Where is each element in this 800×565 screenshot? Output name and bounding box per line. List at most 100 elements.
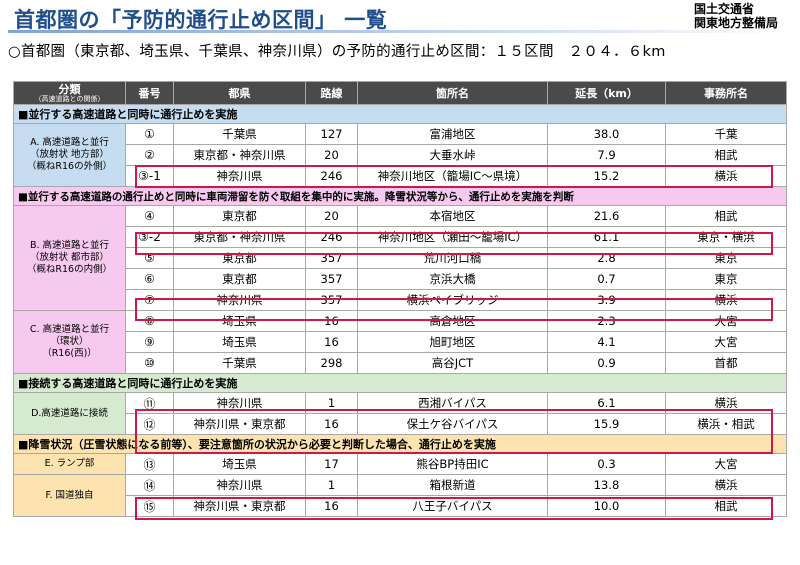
category-label: B. 高速道路と並行 （放射状 都市部） （概ねR16の内側） — [26, 240, 113, 275]
row-location: 大垂水峠 — [357, 144, 548, 166]
category-label: E. ランプ部 — [44, 458, 95, 469]
row-number: ④ — [125, 205, 174, 227]
table-row: F. 国道独自 ⑭ 神奈川県 1 箱根新道 13.8 横浜 — [13, 474, 787, 517]
row-location: 本宿地区 — [357, 205, 548, 227]
row-route: 16 — [305, 310, 358, 332]
row-location: 荒川河口橋 — [357, 247, 548, 269]
col-header-office: 事務所名 — [665, 81, 787, 105]
category-f: F. 国道独自 — [13, 474, 126, 517]
section-label: ■並行する高速道路の通行止めと同時に車両滞留を防ぐ取組を集中的に実施。降雪状況等… — [13, 186, 787, 206]
row-length: 61.1 — [547, 226, 666, 248]
row-location: 富浦地区 — [357, 123, 548, 145]
table-row: ⑥ 東京都 357 京浜大橋 0.7 東京 — [14, 268, 787, 290]
row-length: 3.9 — [547, 289, 666, 311]
row-number: ⑥ — [125, 268, 174, 290]
table-row: ⑤ 東京都 357 荒川河口橋 2.8 東京 — [14, 247, 787, 269]
table-row: E. ランプ部 ⑬ 埼玉県 17 熊谷BP持田IC 0.3 大宮 — [13, 453, 787, 475]
row-office: 千葉 — [665, 123, 787, 145]
row-location: 旭町地区 — [357, 331, 548, 353]
row-length: 0.7 — [547, 268, 666, 290]
row-office: 大宮 — [665, 453, 787, 475]
category-label: C. 高速道路と並行 （環状） （R16(西)） — [29, 324, 110, 359]
row-location: 熊谷BP持田IC — [357, 453, 548, 475]
row-route: 246 — [305, 226, 358, 248]
row-prefecture: 埼玉県 — [173, 310, 306, 332]
row-office: 首都 — [665, 352, 787, 374]
row-length: 6.1 — [547, 392, 666, 414]
row-route: 16 — [305, 413, 358, 435]
row-length: 0.3 — [547, 453, 666, 475]
row-number: ⑬ — [125, 453, 174, 475]
col-header-number: 番号 — [125, 81, 174, 105]
row-location: 京浜大橋 — [357, 268, 548, 290]
row-length: 2.8 — [547, 247, 666, 269]
category-e: E. ランプ部 — [13, 453, 126, 475]
table-row: A. 高速道路と並行 （放射状 地方部） （概ねR16の外側） ① 千葉県 12… — [13, 123, 787, 187]
section-row: ■接続する高速道路と同時に通行止めを実施 — [13, 373, 787, 393]
row-office: 相武 — [665, 205, 787, 227]
row-office: 相武 — [665, 144, 787, 166]
row-office: 東京 — [665, 268, 787, 290]
closure-sections-table: 分類 （高速道路との関係） 番号 都県 路線 箇所名 延長（km） 事務所名 ■… — [13, 81, 787, 517]
row-prefecture: 東京都 — [173, 205, 306, 227]
category-label: A. 高速道路と並行 （放射状 地方部） （概ねR16の外側） — [26, 137, 113, 172]
section-label: ■降雪状況（圧雪状態になる前等）、要注意箇所の状況から必要と判断した場合、通行止… — [13, 434, 787, 454]
page-subtitle: ○首都圏（東京都、埼玉県、千葉県、神奈川県）の予防的通行止め区間：１５区間 ２０… — [8, 44, 666, 60]
row-route: 246 — [305, 165, 358, 187]
col-header-category: 分類 （高速道路との関係） — [13, 81, 126, 105]
row-length: 2.3 — [547, 310, 666, 332]
row-length: 13.8 — [547, 474, 666, 496]
col-header-length: 延長（km） — [547, 81, 666, 105]
row-location: 高倉地区 — [357, 310, 548, 332]
row-location: 神奈川地区（瀬田～籠場IC） — [357, 226, 548, 248]
category-c: C. 高速道路と並行 （環状） （R16(西)） — [13, 310, 126, 374]
table-row: ⑮ 神奈川県・東京都 16 八王子バイパス 10.0 相武 — [14, 495, 787, 517]
row-location: 高谷JCT — [357, 352, 548, 374]
row-office: 横浜 — [665, 165, 787, 187]
row-office: 大宮 — [665, 331, 787, 353]
row-location: 箱根新道 — [357, 474, 548, 496]
row-office: 相武 — [665, 495, 787, 517]
row-office: 大宮 — [665, 310, 787, 332]
row-number: ⑦ — [125, 289, 174, 311]
table-row: B. 高速道路と並行 （放射状 都市部） （概ねR16の内側） ④ 東京都 20… — [13, 205, 787, 311]
row-office: 横浜 — [665, 392, 787, 414]
row-prefecture: 埼玉県 — [173, 331, 306, 353]
col-header-prefecture: 都県 — [173, 81, 306, 105]
row-route: 1 — [305, 474, 358, 496]
category-a: A. 高速道路と並行 （放射状 地方部） （概ねR16の外側） — [13, 123, 126, 187]
row-prefecture: 神奈川県 — [173, 474, 306, 496]
row-prefecture: 神奈川県 — [173, 165, 306, 187]
row-route: 17 — [305, 453, 358, 475]
row-number: ⑨ — [125, 331, 174, 353]
row-location: 保土ケ谷バイパス — [357, 413, 548, 435]
table-row: ② 東京都・神奈川県 20 大垂水峠 7.9 相武 — [14, 144, 787, 166]
section-row: ■並行する高速道路の通行止めと同時に車両滞留を防ぐ取組を集中的に実施。降雪状況等… — [13, 186, 787, 206]
table-row: ⑩ 千葉県 298 高谷JCT 0.9 首都 — [14, 352, 787, 374]
row-location: 西湘バイパス — [357, 392, 548, 414]
row-length: 21.6 — [547, 205, 666, 227]
row-number: ⑮ — [125, 495, 174, 517]
row-route: 16 — [305, 331, 358, 353]
row-prefecture: 神奈川県 — [173, 392, 306, 414]
category-label: F. 国道独自 — [45, 489, 94, 501]
row-route: 1 — [305, 392, 358, 414]
row-route: 357 — [305, 247, 358, 269]
row-route: 127 — [305, 123, 358, 145]
org-bureau: 関東地方整備局 — [693, 16, 778, 30]
section-row: ■並行する高速道路と同時に通行止めを実施 — [13, 104, 787, 124]
table-row: D.高速道路に接続 ⑪ 神奈川県 1 西湘バイパス 6.1 横浜 — [13, 392, 787, 435]
row-length: 7.9 — [547, 144, 666, 166]
row-length: 4.1 — [547, 331, 666, 353]
row-location: 八王子バイパス — [357, 495, 548, 517]
row-prefecture: 神奈川県・東京都 — [173, 413, 306, 435]
row-number: ③-2 — [125, 226, 174, 248]
row-prefecture: 神奈川県 — [173, 289, 306, 311]
section-label: ■接続する高速道路と同時に通行止めを実施 — [13, 373, 787, 393]
row-route: 20 — [305, 144, 358, 166]
page-title: 首都圏の「予防的通行止め区間」 一覧 — [14, 8, 388, 32]
row-prefecture: 東京都・神奈川県 — [173, 144, 306, 166]
row-office: 横浜 — [665, 289, 787, 311]
row-length: 15.2 — [547, 165, 666, 187]
row-location: 神奈川地区（籠場IC～県境） — [357, 165, 548, 187]
